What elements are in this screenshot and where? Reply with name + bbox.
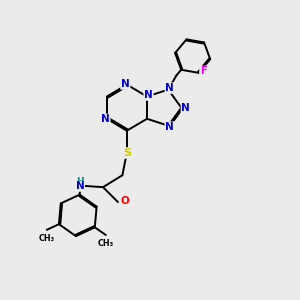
Text: N: N — [144, 90, 153, 100]
Text: CH₃: CH₃ — [39, 234, 55, 243]
Text: N: N — [121, 79, 130, 89]
Text: CH₃: CH₃ — [98, 239, 114, 248]
Text: S: S — [123, 148, 131, 158]
Text: F: F — [200, 66, 206, 76]
Text: N: N — [165, 83, 174, 93]
Text: N: N — [165, 122, 174, 132]
Text: O: O — [120, 196, 129, 206]
Text: N: N — [76, 181, 85, 191]
Text: N: N — [182, 103, 190, 112]
Text: N: N — [101, 114, 110, 124]
Text: H: H — [76, 177, 84, 186]
